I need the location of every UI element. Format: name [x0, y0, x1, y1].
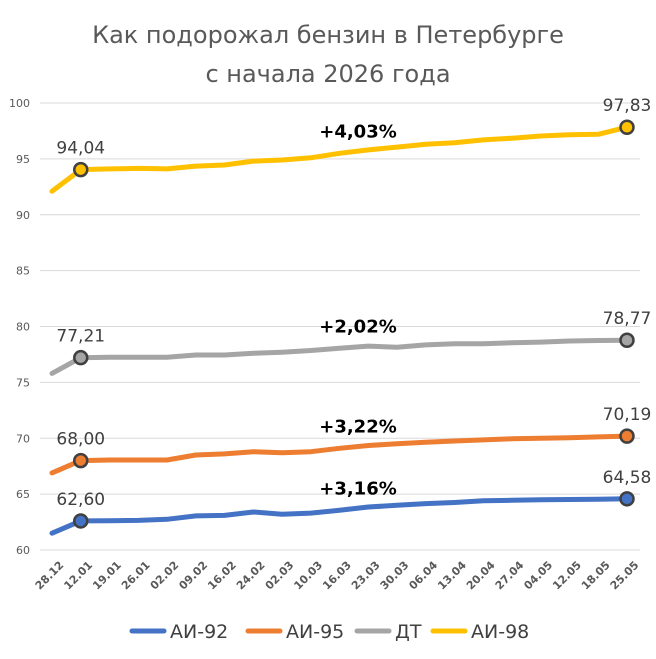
series-line	[49, 124, 630, 194]
end-point-marker	[619, 428, 635, 444]
series-line	[49, 496, 630, 536]
start-point-marker	[73, 513, 89, 529]
change-percent-label: +4,03%	[319, 121, 397, 142]
start-point-marker	[73, 349, 89, 366]
y-tick-label: 60	[16, 544, 30, 557]
start-point-marker	[73, 452, 89, 469]
start-value-label: 62,60	[56, 490, 105, 510]
end-point-marker	[619, 491, 635, 507]
legend: АИ-92 АИ-95 ДТ АИ-98	[129, 621, 529, 643]
series-line	[49, 337, 630, 376]
y-tick-label: 90	[16, 209, 30, 222]
change-percent-label: +3,16%	[319, 478, 397, 499]
chart-title: Как подорожал бензин в Петербурге	[92, 21, 564, 49]
y-tick-label: 65	[16, 488, 30, 501]
start-point-marker	[73, 161, 89, 178]
legend-label: АИ-95	[286, 621, 344, 643]
end-value-label: 64,58	[603, 468, 652, 488]
y-axis-ticks: 60 65 70 75 80 85 90 95 100	[9, 97, 30, 557]
change-percent-label: +3,22%	[319, 416, 397, 437]
y-tick-label: 95	[16, 153, 30, 166]
legend-label: ДТ	[395, 621, 422, 643]
end-value-label: 70,19	[603, 405, 652, 425]
legend-label: АИ-92	[170, 621, 228, 643]
grid-lines	[40, 102, 640, 551]
series-markers	[73, 119, 635, 529]
start-value-label: 68,00	[56, 430, 105, 450]
y-tick-label: 85	[16, 265, 30, 278]
end-value-label: 97,83	[603, 96, 652, 116]
series-line	[49, 433, 630, 476]
y-tick-label: 75	[16, 376, 30, 389]
y-tick-label: 70	[16, 432, 30, 445]
start-value-label: 94,04	[56, 139, 105, 159]
data-labels: 62,60 64,58 +3,16% 68,00 70,19 +3,22% 77,21 78,…	[56, 96, 651, 510]
y-tick-label: 100	[9, 97, 30, 110]
y-tick-label: 80	[16, 321, 30, 334]
chart-subtitle: с начала 2026 года	[205, 60, 450, 88]
end-point-marker	[619, 332, 635, 348]
end-point-marker	[619, 119, 635, 135]
end-value-label: 78,77	[603, 309, 652, 329]
start-value-label: 77,21	[56, 327, 105, 347]
change-percent-label: +2,02%	[319, 316, 397, 337]
series-lines	[49, 124, 630, 536]
legend-label: АИ-98	[471, 621, 529, 643]
